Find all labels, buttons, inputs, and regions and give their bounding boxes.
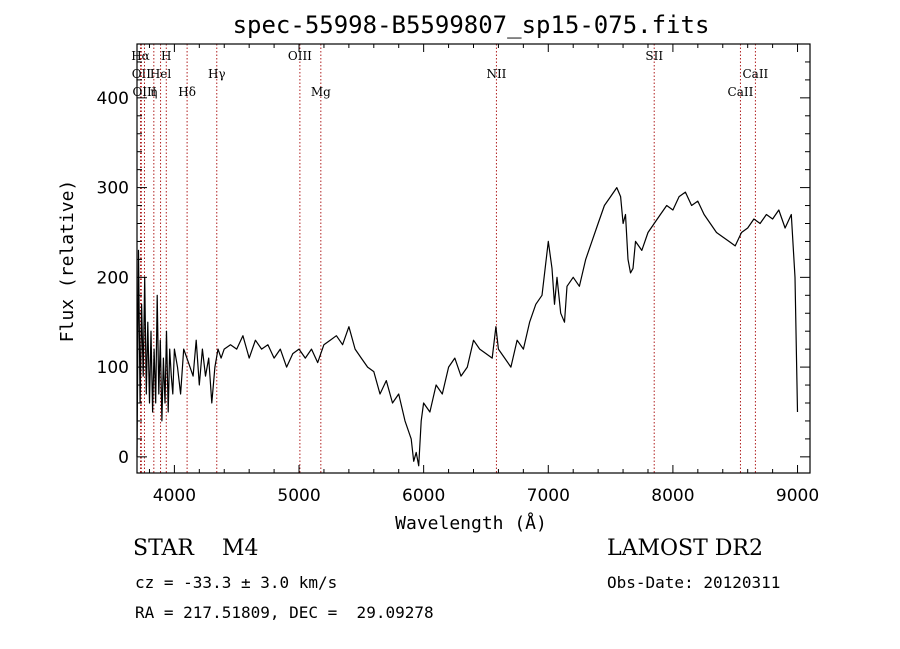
chart-title: spec-55998-B5599807_sp15-075.fits [233, 11, 710, 39]
x-tick-label-6000: 6000 [402, 486, 445, 506]
survey-name: LAMOST DR2 [607, 536, 763, 561]
y-tick-label-400: 400 [97, 89, 129, 109]
x-axis-label: Wavelength (Å) [395, 512, 547, 534]
line-label-4: Hel [150, 67, 172, 81]
line-label-10: NII [486, 67, 506, 81]
line-label-9: Mg [311, 85, 331, 99]
line-label-1: OII [132, 67, 152, 81]
observation-date: Obs-Date: 20120311 [607, 573, 781, 592]
y-tick-label-100: 100 [97, 358, 129, 378]
y-axis-label: Flux (relative) [57, 180, 78, 343]
line-label-8: OIII [288, 49, 312, 63]
x-tick-label-4000: 4000 [153, 486, 196, 506]
y-tick-label-0: 0 [118, 448, 129, 468]
line-label-3: η [150, 85, 157, 99]
line-label-0: Hα [131, 49, 150, 63]
x-tick-label-5000: 5000 [277, 486, 320, 506]
y-tick-label-300: 300 [97, 179, 129, 199]
y-tick-label-200: 200 [97, 268, 129, 288]
redshift-velocity: cz = -33.3 ± 3.0 km/s [135, 573, 338, 592]
object-class: STAR M4 [133, 536, 259, 561]
line-label-2: OIII [132, 85, 156, 99]
line-label-11: SII [645, 49, 663, 63]
axis-ticks: 4000 5000 6000 7000 8000 9000 0 100 200 300 400 [97, 44, 819, 506]
sky-coordinates: RA = 217.51809, DEC = 29.09278 [135, 603, 434, 622]
spectrum-line [136, 187, 799, 467]
x-tick-label-7000: 7000 [527, 486, 570, 506]
line-label-7: Hγ [208, 67, 226, 81]
line-label-13: CaII [742, 67, 768, 81]
line-label-6: Hδ [178, 85, 196, 99]
line-label-12: CaII [728, 85, 754, 99]
x-tick-label-8000: 8000 [651, 486, 694, 506]
plot-frame [136, 43, 811, 474]
x-tick-label-9000: 9000 [776, 486, 819, 506]
spectrum-layer [136, 187, 799, 467]
line-label-5: H [161, 49, 171, 63]
